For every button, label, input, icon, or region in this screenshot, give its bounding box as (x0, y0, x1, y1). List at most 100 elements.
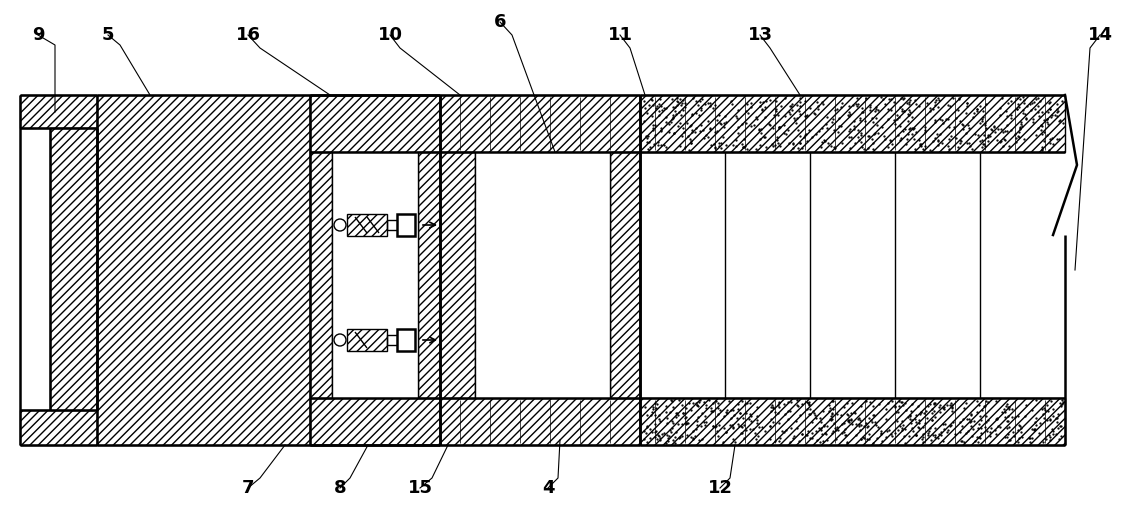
Point (769, 398, 788, 406)
Point (921, 424, 939, 432)
Point (869, 106, 887, 114)
Point (923, 409, 941, 417)
Point (1051, 402, 1069, 410)
Point (891, 103, 909, 111)
Point (790, 102, 808, 110)
Point (972, 415, 990, 424)
Point (899, 412, 917, 421)
Point (703, 423, 721, 431)
Point (666, 428, 685, 436)
Point (686, 128, 704, 136)
Point (901, 412, 919, 420)
Point (781, 110, 799, 118)
Point (852, 138, 870, 146)
Point (711, 406, 729, 414)
Point (661, 426, 679, 434)
Point (964, 425, 982, 433)
Point (963, 145, 981, 153)
Point (883, 140, 901, 148)
Point (941, 102, 960, 110)
Point (958, 427, 977, 435)
Point (815, 421, 834, 429)
Point (635, 403, 654, 411)
Point (1049, 107, 1067, 115)
Point (797, 405, 815, 413)
Point (998, 412, 1017, 420)
Point (916, 123, 934, 131)
Point (979, 131, 997, 140)
Point (910, 415, 929, 424)
Point (838, 410, 856, 419)
Point (1041, 105, 1059, 113)
Point (872, 93, 891, 101)
Point (997, 122, 1016, 130)
Point (836, 431, 854, 439)
Point (1027, 413, 1045, 422)
Point (656, 112, 674, 121)
Point (992, 125, 1010, 133)
Point (664, 114, 682, 122)
Point (793, 144, 812, 152)
Point (895, 439, 914, 447)
Point (943, 403, 962, 411)
Point (943, 401, 962, 409)
Point (824, 404, 843, 412)
Point (806, 110, 824, 118)
Point (829, 426, 847, 434)
Point (890, 113, 908, 122)
Text: 15: 15 (408, 479, 433, 497)
Point (910, 141, 929, 149)
Bar (50, 128, 97, 410)
Point (668, 94, 686, 102)
Point (953, 422, 971, 430)
Point (681, 139, 700, 147)
Point (860, 430, 878, 438)
Point (852, 402, 870, 410)
Point (970, 433, 988, 441)
Point (668, 110, 686, 118)
Point (957, 415, 976, 423)
Point (824, 427, 843, 435)
Point (800, 405, 819, 413)
Point (969, 408, 987, 416)
Point (701, 99, 719, 107)
Point (761, 407, 780, 415)
Point (713, 438, 732, 446)
Point (1002, 97, 1020, 105)
Point (726, 437, 744, 446)
Point (837, 438, 855, 447)
Point (640, 434, 658, 443)
Point (1011, 423, 1029, 431)
Point (901, 124, 919, 132)
Point (828, 423, 846, 431)
Point (649, 414, 668, 423)
Bar (19, 410, 97, 445)
Point (916, 407, 934, 415)
Point (782, 102, 800, 110)
Point (1017, 114, 1035, 123)
Point (858, 397, 876, 405)
Point (688, 401, 706, 409)
Point (981, 424, 1000, 432)
Point (672, 101, 690, 109)
Point (831, 103, 850, 111)
Point (727, 142, 745, 150)
Point (1048, 105, 1066, 113)
Point (701, 102, 719, 110)
Point (931, 114, 949, 123)
Point (992, 104, 1010, 112)
Point (649, 411, 668, 419)
Point (693, 435, 711, 443)
Point (813, 430, 831, 438)
Point (682, 126, 701, 134)
Point (655, 141, 673, 149)
Point (785, 116, 804, 124)
Point (863, 402, 882, 410)
Point (818, 436, 836, 444)
Point (729, 400, 748, 408)
Point (729, 123, 748, 131)
Point (1051, 432, 1069, 440)
Point (949, 95, 968, 103)
Point (996, 127, 1014, 135)
Point (1006, 134, 1025, 142)
